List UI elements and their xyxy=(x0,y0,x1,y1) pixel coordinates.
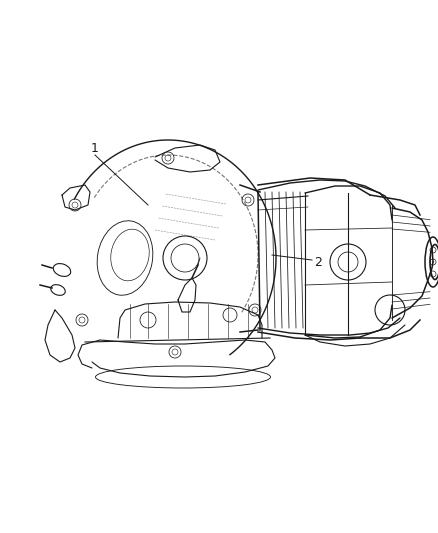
Text: 1: 1 xyxy=(91,141,99,155)
Text: 2: 2 xyxy=(314,255,322,269)
